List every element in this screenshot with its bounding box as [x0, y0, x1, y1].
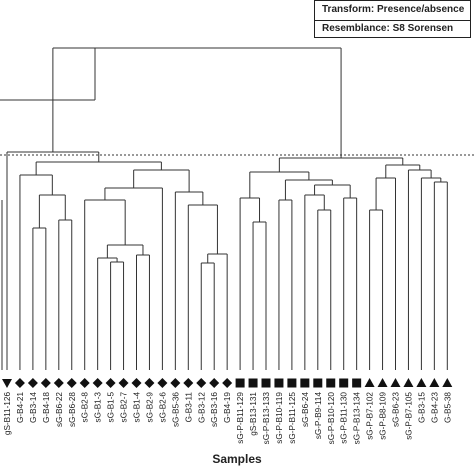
sample-marker-triangle-up [416, 378, 427, 387]
sample-label: G-B4-18 [42, 392, 51, 423]
sample-marker-square [287, 378, 297, 388]
sample-marker-diamond [170, 378, 181, 388]
sample-label: sG-B1-5 [107, 392, 116, 423]
sample-label: sG-P-B13-134 [353, 392, 362, 445]
sample-label: sG-P-B10-120 [327, 392, 336, 445]
sample-marker-diamond [144, 378, 155, 388]
sample-label: G-B4-19 [223, 392, 232, 423]
sample-label: sG-P-B13-133 [262, 392, 271, 445]
sample-marker-triangle-up [364, 378, 375, 387]
legend-transform-text: Transform: Presence/absence [322, 4, 465, 15]
sample-label: sG-B5-36 [171, 392, 180, 427]
sample-label: sG-B6-22 [55, 392, 64, 427]
sample-marker-diamond [79, 378, 90, 388]
sample-marker-square [235, 378, 245, 388]
sample-label: sG-B6-24 [301, 392, 310, 427]
sample-label: G-B5-38 [443, 392, 452, 423]
sample-marker-square [313, 378, 323, 388]
sample-marker-triangle-up [442, 378, 453, 387]
sample-marker-triangle-up [403, 378, 414, 387]
sample-marker-triangle-up [377, 378, 388, 387]
sample-marker-square [274, 378, 284, 388]
sample-label: sG-B1-4 [133, 392, 142, 423]
sample-marker-diamond [157, 378, 168, 388]
legend-resemblance-text: Resemblance: S8 Sorensen [322, 23, 454, 34]
sample-marker-diamond [196, 378, 207, 388]
sample-marker-diamond [92, 378, 103, 388]
legend-box: Transform: Presence/absence Resemblance:… [314, 0, 471, 38]
sample-marker-triangle-up [390, 378, 401, 387]
sample-marker-square [300, 378, 310, 388]
sample-label: sG-B2-6 [158, 392, 167, 423]
sample-label: sG-B2-7 [120, 392, 129, 423]
sample-label: sG-P-B7-102 [366, 392, 375, 440]
sample-marker-diamond [222, 378, 233, 388]
sample-marker-square [261, 378, 271, 388]
sample-label: G-B3-12 [197, 392, 206, 423]
sample-label: sG-P-B11-129 [236, 392, 245, 444]
sample-marker-square [248, 378, 258, 388]
sample-label: gS-B11-126 [3, 392, 12, 436]
sample-marker-diamond [131, 378, 142, 388]
sample-label: G-B3-15 [417, 392, 426, 423]
sample-label: G-B4-21 [16, 392, 25, 423]
sample-marker-square [326, 378, 336, 388]
sample-label: sG-P-B7-105 [404, 392, 413, 440]
sample-label: sG-B2-9 [145, 392, 154, 423]
sample-label: G-B3-14 [29, 392, 38, 423]
x-axis-title: Samples [212, 452, 262, 466]
sample-label: sG-P-B11-130 [340, 392, 349, 444]
sample-label: sG-P-B8-109 [379, 392, 388, 440]
sample-label: sG-B1-3 [94, 392, 103, 423]
sample-label: sG-P-B10-119 [275, 392, 284, 444]
sample-marker-square [352, 378, 362, 388]
sample-label: sG-P-B9-114 [314, 392, 323, 440]
sample-label: gS-B13-131 [249, 392, 258, 436]
sample-marker-diamond [209, 378, 220, 388]
sample-label: sG-B2-8 [81, 392, 90, 423]
sample-label: sG-B3-16 [210, 392, 219, 427]
legend-divider [315, 20, 470, 21]
sample-label: sG-B6-28 [68, 392, 77, 427]
sample-marker-diamond [66, 378, 77, 388]
sample-marker-diamond [14, 378, 25, 388]
sample-marker-diamond [105, 378, 116, 388]
sample-marker-diamond [183, 378, 194, 388]
sample-marker-diamond [118, 378, 129, 388]
sample-marker-square [339, 378, 349, 388]
sample-label: G-B3-11 [184, 392, 193, 423]
sample-marker-triangle-up [429, 378, 440, 387]
sample-label: G-B4-23 [430, 392, 439, 423]
sample-marker-triangle-down [2, 379, 12, 388]
sample-label: sG-P-B11-125 [288, 392, 297, 444]
sample-label: sG-B6-23 [392, 392, 401, 427]
sample-marker-diamond [40, 378, 51, 388]
sample-marker-diamond [53, 378, 64, 388]
sample-marker-diamond [27, 378, 38, 388]
